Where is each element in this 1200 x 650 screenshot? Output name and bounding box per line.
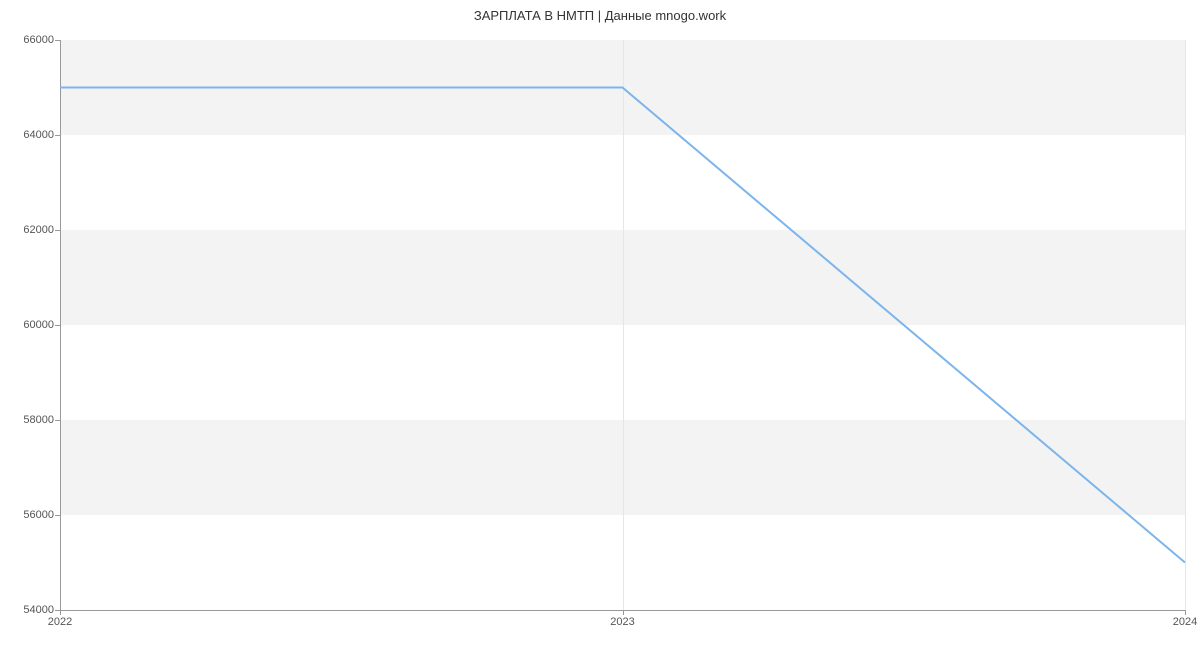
line-layer: [60, 40, 1185, 610]
y-tick-label: 58000: [23, 414, 54, 426]
x-tick-mark: [623, 610, 624, 615]
x-tick-label: 2024: [1173, 616, 1197, 628]
y-tick-label: 56000: [23, 509, 54, 521]
y-tick-label: 54000: [23, 604, 54, 616]
x-tick-label: 2023: [610, 616, 634, 628]
y-tick-label: 66000: [23, 34, 54, 46]
y-tick-label: 64000: [23, 129, 54, 141]
plot-area: 5400056000580006000062000640006600020222…: [60, 40, 1185, 610]
x-tick-label: 2022: [48, 616, 72, 628]
y-tick-label: 62000: [23, 224, 54, 236]
series-line-salary: [60, 88, 1185, 563]
y-tick-label: 60000: [23, 319, 54, 331]
x-tick-mark: [60, 610, 61, 615]
chart-container: ЗАРПЛАТА В НМТП | Данные mnogo.work 5400…: [0, 0, 1200, 650]
x-tick-mark: [1185, 610, 1186, 615]
chart-title: ЗАРПЛАТА В НМТП | Данные mnogo.work: [0, 8, 1200, 23]
gridline-vertical: [1185, 40, 1186, 610]
